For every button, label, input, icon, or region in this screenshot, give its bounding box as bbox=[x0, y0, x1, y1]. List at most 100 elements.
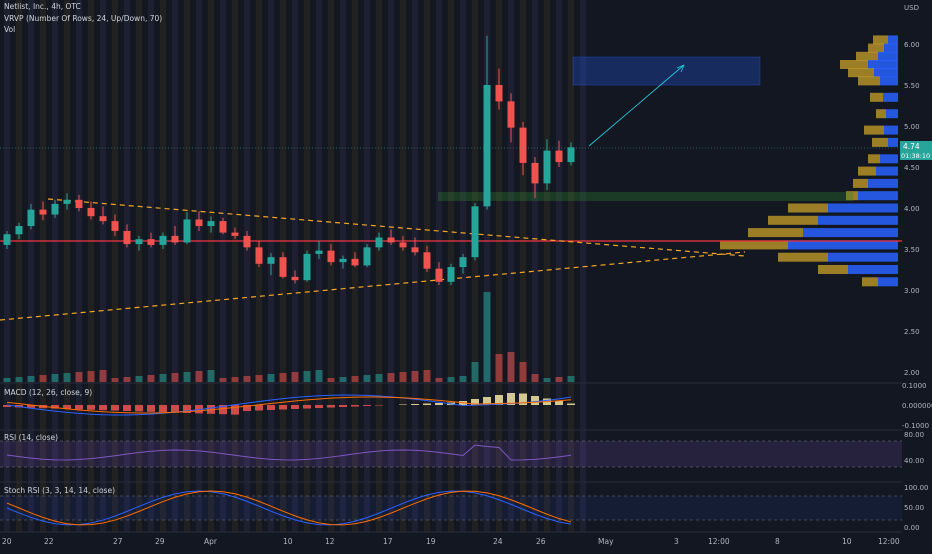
session-band bbox=[172, 0, 178, 532]
volume-bar bbox=[3, 378, 11, 382]
macd-histogram-bar bbox=[327, 405, 335, 408]
candle-body bbox=[543, 150, 551, 184]
volume-bar bbox=[543, 378, 551, 382]
profile-bar-up bbox=[828, 252, 898, 262]
macd-pane bbox=[3, 393, 575, 416]
session-band bbox=[160, 0, 166, 532]
profile-bar-up bbox=[868, 60, 898, 69]
session-band bbox=[196, 0, 202, 532]
time-tick: 17 bbox=[383, 537, 393, 546]
profile-bar-down bbox=[748, 228, 803, 238]
target-zone-box[interactable] bbox=[572, 56, 761, 86]
candles bbox=[3, 35, 575, 286]
session-band bbox=[376, 0, 382, 532]
macd-tick: 0.000000 bbox=[902, 402, 932, 410]
macd-histogram-bar bbox=[303, 405, 311, 409]
candle-body bbox=[555, 150, 563, 163]
candle-body bbox=[171, 235, 179, 243]
stoch-k-line bbox=[6, 490, 572, 526]
candle-body bbox=[279, 257, 287, 277]
volume-bar bbox=[231, 377, 239, 382]
profile-bar-down bbox=[768, 215, 818, 225]
candle-body bbox=[219, 221, 227, 233]
rsi-axis: 80.00 40.00 bbox=[904, 431, 924, 465]
volume-bar bbox=[99, 370, 107, 382]
profile-bar-down bbox=[864, 125, 884, 135]
session-band bbox=[316, 0, 322, 532]
volume-bar bbox=[303, 371, 311, 382]
macd-histogram-bar bbox=[135, 405, 143, 412]
session-band bbox=[520, 0, 526, 532]
volume-bar bbox=[51, 374, 59, 382]
candle-body bbox=[195, 219, 203, 227]
candle-body bbox=[531, 162, 539, 184]
candle-body bbox=[291, 276, 299, 281]
session-band bbox=[484, 0, 490, 532]
volume-bar bbox=[435, 378, 443, 382]
macd-histogram-bar bbox=[483, 397, 491, 405]
session-band bbox=[28, 0, 34, 532]
macd-tick: -0.1000 bbox=[902, 422, 929, 430]
macd-histogram-bar bbox=[159, 405, 167, 413]
macd-histogram-bar bbox=[555, 401, 563, 405]
profile-bar-down bbox=[873, 35, 888, 45]
macd-legend[interactable]: MACD (12, 26, close, 9) bbox=[4, 388, 93, 397]
candle-body bbox=[435, 268, 443, 282]
macd-histogram-bar bbox=[123, 405, 131, 411]
stoch-pane bbox=[6, 490, 572, 526]
volume-bar bbox=[267, 374, 275, 382]
macd-histogram-bar bbox=[279, 405, 287, 410]
macd-histogram-bar bbox=[27, 405, 35, 408]
stoch-tick: 0.00 bbox=[904, 524, 920, 532]
candle-body bbox=[315, 250, 323, 254]
session-band bbox=[292, 0, 298, 532]
price-tick: 2.50 bbox=[904, 328, 920, 336]
volume-bar bbox=[15, 377, 23, 382]
session-band bbox=[496, 0, 502, 532]
vrvp-legend[interactable]: VRVP (Number Of Rows, 24, Up/Down, 70) bbox=[4, 14, 163, 23]
projection-arrow[interactable] bbox=[588, 64, 685, 147]
macd-histogram-bar bbox=[363, 405, 371, 406]
price-axis[interactable]: USD 6.00 5.50 5.00 4.50 4.00 3.50 3.00 2… bbox=[900, 4, 932, 377]
candle-body bbox=[111, 221, 119, 231]
candle-body bbox=[375, 237, 383, 248]
session-band bbox=[412, 0, 418, 532]
stoch-legend[interactable]: Stoch RSI (3, 3, 14, 14, close) bbox=[4, 486, 115, 495]
time-tick: 12:00 bbox=[878, 537, 900, 546]
volume-bar bbox=[279, 373, 287, 382]
session-band bbox=[244, 0, 250, 532]
projection-arrow-head bbox=[676, 64, 685, 73]
currency-label: USD bbox=[904, 4, 919, 12]
profile-bar-down bbox=[856, 51, 878, 61]
time-axis[interactable]: 20 22 27 29 Apr 10 12 17 19 24 26 May 3 … bbox=[2, 537, 900, 546]
volume-bar bbox=[219, 378, 227, 382]
symbol-legend[interactable]: Netlist, Inc., 4h, OTC bbox=[4, 2, 81, 11]
last-price-value: 4.74 bbox=[903, 142, 920, 151]
profile-bar-down bbox=[778, 252, 828, 262]
time-tick: 19 bbox=[426, 537, 436, 546]
profile-bar-up bbox=[878, 277, 898, 287]
profile-bar-down bbox=[868, 154, 880, 164]
macd-histogram-bar bbox=[423, 403, 431, 405]
candle-body bbox=[231, 232, 239, 236]
profile-bar-up bbox=[868, 178, 898, 188]
macd-histogram-bar bbox=[567, 403, 575, 405]
rsi-tick: 40.00 bbox=[904, 457, 924, 465]
session-band bbox=[40, 0, 46, 532]
support-zone-box[interactable] bbox=[438, 192, 853, 201]
macd-histogram-bar bbox=[51, 405, 59, 409]
profile-bar-down bbox=[848, 68, 874, 78]
macd-tick: 0.1000 bbox=[902, 382, 927, 390]
volume-bar bbox=[183, 372, 191, 382]
volume-bar bbox=[255, 375, 263, 382]
profile-bar-down bbox=[868, 43, 884, 53]
time-tick: 22 bbox=[44, 537, 54, 546]
lower-trendline[interactable] bbox=[0, 251, 746, 321]
rsi-legend[interactable]: RSI (14, close) bbox=[4, 433, 59, 442]
macd-histogram-bar bbox=[3, 405, 11, 407]
profile-bar-up bbox=[888, 137, 898, 147]
vol-legend[interactable]: Vol bbox=[4, 25, 16, 34]
session-band bbox=[580, 0, 586, 532]
